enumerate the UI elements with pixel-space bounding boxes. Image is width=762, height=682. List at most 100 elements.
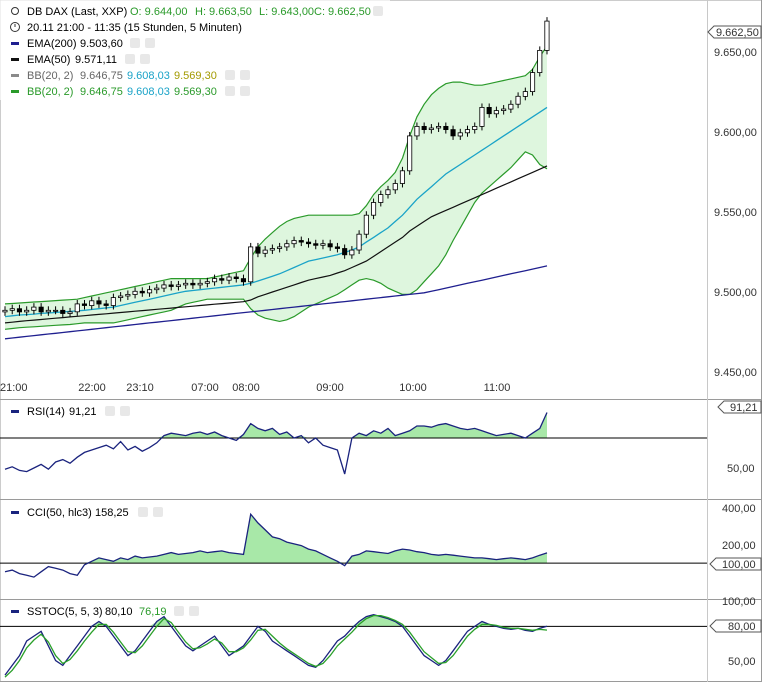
- open-value: O: 9.644,00: [130, 6, 188, 18]
- legend-row-bb-green[interactable]: BB(20, 2) 9.646,75 9.608,03 9.569,30: [11, 86, 250, 98]
- y-tick-label: 9.650,00: [714, 47, 757, 59]
- close-icon[interactable]: [153, 507, 163, 517]
- candle-body: [284, 243, 290, 248]
- candle-body: [305, 241, 312, 245]
- candle-body: [392, 183, 398, 191]
- cci-badge: 100,00: [709, 557, 762, 571]
- legend-row-bb-grey[interactable]: BB(20, 2) 9.646,75 9.608,03 9.569,30: [11, 70, 250, 82]
- candle-body: [399, 170, 405, 184]
- candle-body: [356, 233, 362, 251]
- candle-body: [421, 126, 427, 131]
- candle-body: [45, 309, 51, 313]
- bollinger-lower-line: [4, 151, 548, 330]
- settings-icon[interactable]: [225, 70, 235, 80]
- candle-body: [493, 110, 499, 115]
- candle-body: [154, 287, 160, 291]
- candle-body: [139, 290, 145, 294]
- stoc-badge: 80,00: [709, 619, 762, 633]
- legend-row-title: DB DAX (Last, XXP) O: 9.644,00 H: 9.663,…: [11, 6, 383, 18]
- candle-body: [161, 284, 167, 289]
- candle-body: [9, 308, 15, 311]
- cci-name: CCI(50, hlc3): [27, 507, 92, 519]
- last-price-value: 9.662,50: [716, 27, 759, 39]
- x-tick-label: 22:00: [78, 382, 106, 394]
- candle-body: [515, 95, 521, 105]
- candle-body: [146, 289, 153, 294]
- candle-body: [81, 303, 88, 306]
- stoc-line: [4, 614, 548, 676]
- candle-body: [479, 107, 485, 127]
- candle-body: [407, 135, 413, 172]
- close-icon[interactable]: [140, 54, 150, 64]
- candle-body: [183, 282, 189, 286]
- settings-icon[interactable]: [105, 406, 115, 416]
- candle-body: [276, 246, 283, 249]
- close-icon[interactable]: [240, 86, 250, 96]
- close-icon[interactable]: [189, 606, 199, 616]
- bb-green-upper: 9.646,75: [80, 86, 123, 98]
- y-tick-label: 9.500,00: [714, 287, 757, 299]
- candle-body: [74, 303, 80, 313]
- candle-body: [363, 214, 369, 235]
- settings-icon[interactable]: [138, 507, 148, 517]
- legend-row-ema200[interactable]: EMA(200) 9.503,60: [11, 38, 155, 50]
- settings-icon[interactable]: [125, 54, 135, 64]
- rsi-value: 91,21: [69, 406, 97, 418]
- x-tick-label: 23:10: [126, 382, 154, 394]
- y-tick-label: 9.550,00: [714, 207, 757, 219]
- bollinger-mid-line: [4, 106, 548, 318]
- legend-row-ema50[interactable]: EMA(50) 9.571,11: [11, 54, 150, 66]
- candle-body: [96, 300, 102, 305]
- candle-body: [197, 282, 203, 286]
- ema50-value: 9.571,11: [75, 54, 117, 66]
- candle-body: [233, 276, 239, 280]
- y-tick-label: 100,00: [722, 596, 756, 608]
- candle-body: [443, 126, 449, 131]
- close-icon[interactable]: [145, 38, 155, 48]
- candle-body: [428, 127, 434, 131]
- ema50-swatch: [11, 58, 19, 61]
- candle-body: [262, 249, 268, 254]
- y-tick-label: 200,00: [722, 540, 756, 552]
- candle-body: [204, 281, 210, 284]
- stoc-legend: SSTOC(5, 5, 3) 80,10 76,19: [11, 606, 199, 618]
- bb-grey-name: BB(20, 2): [27, 70, 73, 82]
- settings-icon[interactable]: [174, 606, 184, 616]
- bb-green-mid: 9.608,03: [127, 86, 170, 98]
- candle-body: [67, 311, 73, 314]
- candle-body: [31, 306, 37, 311]
- candle-body: [110, 297, 116, 306]
- ema200-line: [4, 265, 548, 340]
- x-tick-label: 07:00: [191, 382, 219, 394]
- cci-swatch: [11, 511, 19, 514]
- settings-icon[interactable]: [130, 38, 140, 48]
- candle-body: [2, 309, 8, 313]
- settings-icon[interactable]: [225, 86, 235, 96]
- settings-icon[interactable]: [373, 6, 383, 16]
- candle-body: [327, 243, 333, 248]
- candle-body: [175, 284, 182, 287]
- rsi-name: RSI(14): [27, 406, 65, 418]
- candle-body: [219, 278, 225, 281]
- y-tick-label: 9.600,00: [714, 127, 757, 139]
- bb-grey-upper: 9.646,75: [80, 70, 123, 82]
- bb-grey-swatch: [11, 74, 19, 77]
- close-icon[interactable]: [240, 70, 250, 80]
- rsi-legend: RSI(14) 91,21: [11, 406, 130, 418]
- candle-body: [298, 240, 304, 243]
- candle-body: [544, 20, 550, 51]
- close-value: C: 9.662,50: [314, 6, 371, 18]
- stoc-panel: [0, 614, 707, 678]
- y-tick-label: 50,00: [728, 656, 756, 668]
- candle-body: [24, 309, 30, 313]
- candle-body: [349, 249, 355, 256]
- clock-icon: [10, 22, 20, 32]
- candle-body: [103, 303, 109, 306]
- candle-body: [334, 246, 340, 249]
- close-icon[interactable]: [120, 406, 130, 416]
- cci-fill-area: [5, 514, 547, 564]
- rsi-badge: 91,21: [717, 400, 762, 414]
- candle-body: [168, 284, 174, 287]
